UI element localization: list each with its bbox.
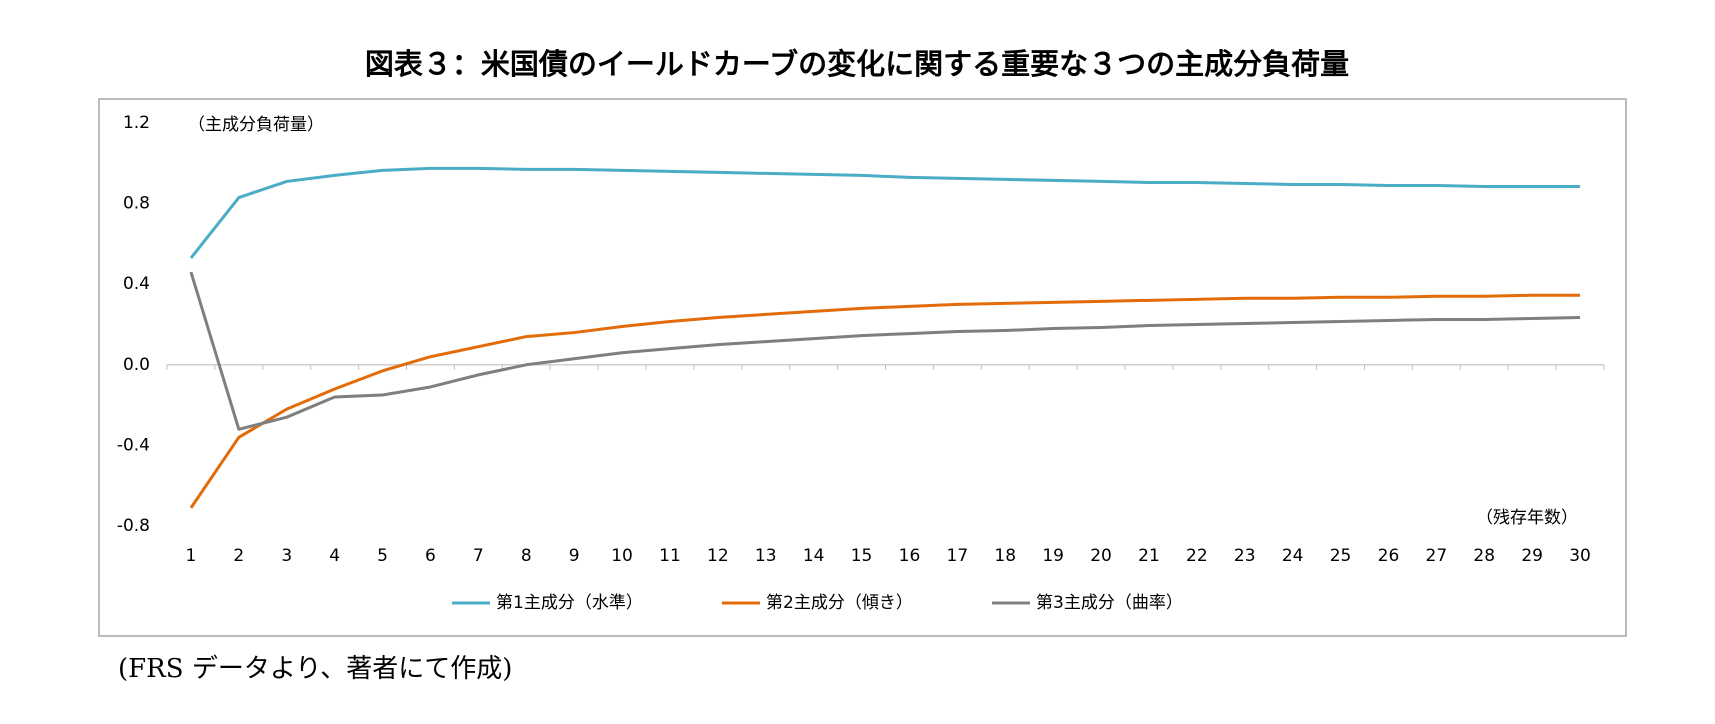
x-tick-label: 11 [659,546,681,566]
x-axis-label: （残存年数） [1476,508,1578,528]
source-note: (FRS データより、著者にて作成) [118,654,512,684]
y-tick-label: -0.4 [117,435,150,455]
y-tick-label: 0.4 [123,274,150,294]
x-tick-label: 18 [994,546,1016,566]
x-tick-label: 12 [707,546,729,566]
y-tick-label: 0.0 [123,355,150,375]
x-tick-label: 8 [521,546,532,566]
x-tick-label: 17 [947,546,969,566]
legend-label: 第1主成分（水準） [496,593,643,613]
x-tick-label: 6 [425,546,436,566]
x-tick-label: 21 [1138,546,1160,566]
x-tick-label: 19 [1042,546,1064,566]
y-tick-label: 1.2 [123,113,150,133]
chart-title: 図表３：米国債のイールドカーブの変化に関する重要な３つの主成分負荷量 [365,47,1349,81]
line-series [189,166,1581,259]
x-tick-label: 9 [569,546,580,566]
y-tick-label: -0.8 [117,516,150,536]
legend-label: 第3主成分（曲率） [1036,593,1183,613]
x-tick-label: 16 [899,546,921,566]
legend-label: 第2主成分（傾き） [766,593,913,613]
x-tick-label: 3 [281,546,292,566]
x-tick-label: 27 [1426,546,1448,566]
line-series [189,271,1581,431]
line-series [189,293,1581,509]
x-tick-label: 4 [329,546,340,566]
x-tick-label: 13 [755,546,777,566]
x-tick-label: 15 [851,546,873,566]
y-tick-label: 0.8 [123,194,150,214]
x-tick-label: 10 [611,546,633,566]
x-tick-label: 26 [1378,546,1400,566]
x-tick-label: 7 [473,546,484,566]
y-axis-label: （主成分負荷量） [188,115,324,135]
x-tick-label: 23 [1234,546,1256,566]
x-tick-label: 28 [1473,546,1495,566]
x-tick-label: 5 [377,546,388,566]
x-tick-label: 22 [1186,546,1208,566]
x-tick-label: 20 [1090,546,1112,566]
x-tick-label: 24 [1282,546,1304,566]
x-tick-label: 14 [803,546,825,566]
x-tick-label: 2 [233,546,244,566]
x-tick-label: 1 [186,546,197,566]
x-tick-label: 25 [1330,546,1352,566]
x-tick-label: 29 [1521,546,1543,566]
x-tick-label: 30 [1569,546,1591,566]
chart-frame [98,98,1627,637]
